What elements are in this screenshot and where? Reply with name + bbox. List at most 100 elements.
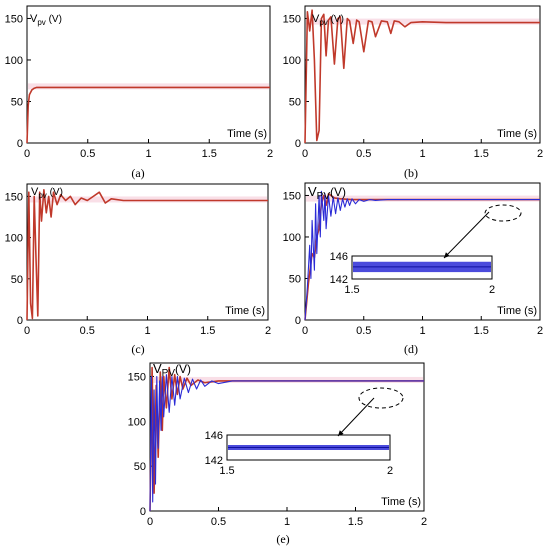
x-tick-label: 1.5 <box>474 325 489 337</box>
x-tick-label: 0 <box>24 148 30 160</box>
y-tick-label: 50 <box>134 461 146 473</box>
series-line-red <box>26 189 268 321</box>
x-tick-label: 0 <box>24 325 30 337</box>
x-tick-label: 1 <box>419 148 425 160</box>
x-tick-label: 1 <box>144 325 150 337</box>
chart-panel-3: 0 50 100 150 0 0.5 1 1.5 2 Vpv (V) Time (s) (c) <box>5 183 271 356</box>
x-tick-label: 0.5 <box>80 148 95 160</box>
y-axis-label-sub: pv <box>319 18 327 27</box>
y-axis-label-main: V <box>31 186 39 198</box>
x-axis-label: Time (s) <box>497 305 537 317</box>
y-tick-label: 50 <box>11 274 23 286</box>
y-axis-label: Vpv (V) <box>31 186 63 200</box>
inset-x-tick-label: 1.5 <box>219 465 234 477</box>
series-line-blue <box>149 374 424 512</box>
x-tick-label: 0 <box>147 516 153 528</box>
y-axis-label-unit: (V) <box>328 14 344 25</box>
x-tick-label: 0.5 <box>211 516 226 528</box>
axes-frame <box>26 183 269 321</box>
x-tick-label: 0.5 <box>356 148 371 160</box>
y-axis-label-sub: pv <box>38 191 46 200</box>
chart-panel-2: 0 50 100 150 0 0.5 1 1.5 2 Vpv (V) Time (s) (b) <box>283 5 543 180</box>
subplot-label: (a) <box>131 166 144 180</box>
series-line-red <box>304 9 540 144</box>
y-tick-label: 150 <box>5 13 23 25</box>
x-tick-label: 2 <box>267 148 273 160</box>
plateau-band <box>28 196 267 203</box>
x-tick-label: 2 <box>421 516 427 528</box>
y-tick-label: 0 <box>295 315 301 327</box>
x-axis-label: Time (s) <box>227 128 267 140</box>
y-axis-label-main: V <box>30 13 38 25</box>
x-axis-label: Time (s) <box>225 305 265 317</box>
series-line-red <box>26 86 270 144</box>
inset-y-tick-label: 146 <box>205 430 223 442</box>
y-tick-label: 100 <box>5 55 23 67</box>
x-tick-label: 1.5 <box>348 516 363 528</box>
zoom-arrow-line <box>337 397 375 437</box>
x-tick-label: 1.5 <box>202 148 217 160</box>
y-tick-label: 50 <box>11 96 23 108</box>
y-axis-label: Vpv (V) <box>30 13 62 27</box>
inset-y-tick-label: 146 <box>330 251 348 263</box>
y-tick-label: 150 <box>283 190 301 202</box>
inset-x-tick-label: 2 <box>489 284 495 296</box>
y-axis-label-unit: (V) <box>175 362 191 376</box>
y-tick-label: 0 <box>140 506 146 518</box>
axes-frame <box>26 5 271 144</box>
zoom-arrow-line <box>443 211 490 259</box>
plateau-band <box>306 195 539 202</box>
plateau-band <box>151 376 423 383</box>
y-tick-label: 100 <box>128 416 146 428</box>
y-axis-label-sub: PV <box>162 368 176 379</box>
zoom-ellipse <box>484 204 522 222</box>
y-tick-label: 100 <box>283 232 301 244</box>
y-tick-label: 150 <box>5 191 23 203</box>
y-axis-label-sub: PV <box>317 191 331 202</box>
y-tick-label: 0 <box>17 138 23 150</box>
chart-panel-1: 0 50 100 150 0 0.5 1 1.5 2 Vpv (V) Time (s) (a) <box>5 5 273 180</box>
zoom-ellipse <box>358 387 404 409</box>
x-tick-label: 0 <box>302 148 308 160</box>
inset-y-tick-label: 142 <box>330 274 348 286</box>
x-axis-label: Time (s) <box>497 128 537 140</box>
inset-x-tick-label: 1.5 <box>344 284 359 296</box>
y-axis-label-unit: (V) <box>47 187 63 198</box>
x-tick-label: 1 <box>284 516 290 528</box>
y-axis-label: VPV(V) <box>153 361 191 379</box>
y-axis-label: VPV(V) <box>308 184 346 202</box>
y-tick-label: 0 <box>17 315 23 327</box>
inset-x-tick-label: 2 <box>387 465 393 477</box>
series-line-blue <box>304 190 540 321</box>
x-tick-label: 0.5 <box>356 325 371 337</box>
inset-y-tick-label: 142 <box>205 455 223 467</box>
y-tick-label: 100 <box>5 233 23 245</box>
x-tick-label: 0 <box>302 325 308 337</box>
zoom-arrow-head <box>444 252 450 258</box>
y-axis-label-sub: pv <box>37 18 45 27</box>
plateau-band <box>28 83 269 90</box>
y-axis-label-main: V <box>308 184 317 199</box>
x-tick-label: 2 <box>537 325 543 337</box>
x-tick-label: 0.5 <box>80 325 95 337</box>
y-tick-label: 150 <box>128 371 146 383</box>
y-tick-label: 100 <box>283 55 301 67</box>
y-axis-label-main: V <box>312 13 320 25</box>
x-tick-label: 2 <box>537 148 543 160</box>
y-axis-label: Vpv (V) <box>312 13 344 27</box>
x-tick-label: 1.5 <box>200 325 215 337</box>
x-axis-label: Time (s) <box>381 496 421 508</box>
y-tick-label: 50 <box>289 273 301 285</box>
y-tick-label: 50 <box>289 96 301 108</box>
x-tick-label: 1 <box>419 325 425 337</box>
x-tick-label: 2 <box>265 325 271 337</box>
y-tick-label: 0 <box>295 138 301 150</box>
x-tick-label: 1 <box>145 148 151 160</box>
y-tick-label: 150 <box>283 13 301 25</box>
y-axis-label-unit: (V) <box>330 185 346 199</box>
